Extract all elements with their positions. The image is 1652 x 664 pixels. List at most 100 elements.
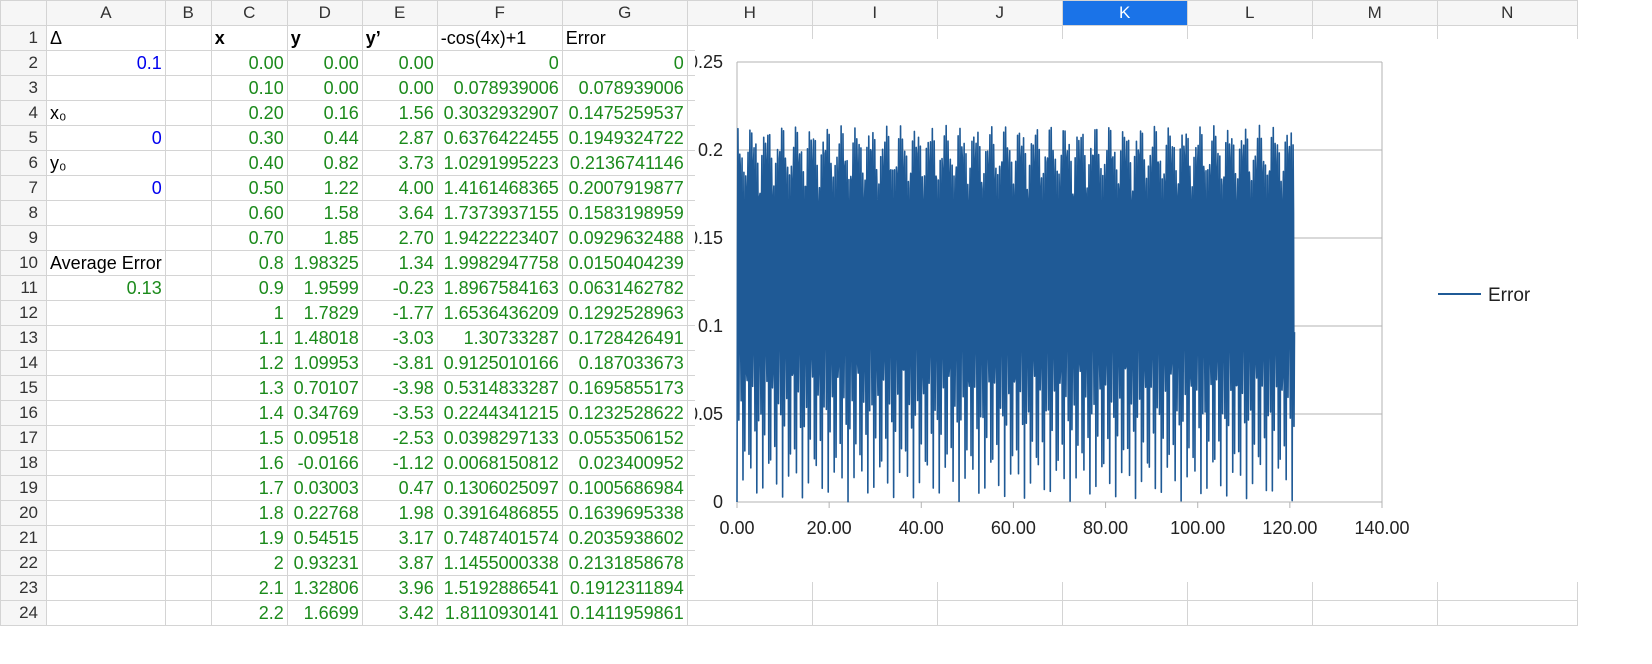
cell-d24[interactable]: 1.6699 (287, 601, 362, 626)
cell-b1[interactable] (165, 26, 211, 51)
cell-a5[interactable]: 0 (47, 126, 166, 151)
cell-c10[interactable]: 0.8 (211, 251, 287, 276)
row-header[interactable]: 1 (1, 26, 47, 51)
cell-b17[interactable] (165, 426, 211, 451)
cell-e12[interactable]: -1.77 (362, 301, 437, 326)
row-header[interactable]: 15 (1, 376, 47, 401)
cell-d14[interactable]: 1.09953 (287, 351, 362, 376)
row-header[interactable]: 19 (1, 476, 47, 501)
cell-e13[interactable]: -3.03 (362, 326, 437, 351)
cell-e14[interactable]: -3.81 (362, 351, 437, 376)
cell-f17[interactable]: 0.0398297133 (437, 426, 562, 451)
cell-f14[interactable]: 0.9125010166 (437, 351, 562, 376)
cell-f9[interactable]: 1.9422223407 (437, 226, 562, 251)
cell-a15[interactable] (47, 376, 166, 401)
cell-f3[interactable]: 0.078939006 (437, 76, 562, 101)
row-header[interactable]: 22 (1, 551, 47, 576)
cell-c17[interactable]: 1.5 (211, 426, 287, 451)
cell-a13[interactable] (47, 326, 166, 351)
cell-a12[interactable] (47, 301, 166, 326)
cell-g10[interactable]: 0.0150404239 (562, 251, 687, 276)
cell-f2[interactable]: 0 (437, 51, 562, 76)
cell-d22[interactable]: 0.93231 (287, 551, 362, 576)
cell-b15[interactable] (165, 376, 211, 401)
column-header-n[interactable]: N (1437, 1, 1577, 26)
cell-g4[interactable]: 0.1475259537 (562, 101, 687, 126)
row-header[interactable]: 23 (1, 576, 47, 601)
column-header-a[interactable]: A (47, 1, 166, 26)
cell-b10[interactable] (165, 251, 211, 276)
cell-g12[interactable]: 0.1292528963 (562, 301, 687, 326)
column-header-k[interactable]: K (1062, 1, 1187, 26)
cell-c8[interactable]: 0.60 (211, 201, 287, 226)
cell-e4[interactable]: 1.56 (362, 101, 437, 126)
cell-g3[interactable]: 0.078939006 (562, 76, 687, 101)
cell-e11[interactable]: -0.23 (362, 276, 437, 301)
cell-c14[interactable]: 1.2 (211, 351, 287, 376)
cell-e8[interactable]: 3.64 (362, 201, 437, 226)
cell-f8[interactable]: 1.7373937155 (437, 201, 562, 226)
cell-d10[interactable]: 1.98325 (287, 251, 362, 276)
cell-c7[interactable]: 0.50 (211, 176, 287, 201)
cell-d3[interactable]: 0.00 (287, 76, 362, 101)
cell-f16[interactable]: 0.2244341215 (437, 401, 562, 426)
cell-d21[interactable]: 0.54515 (287, 526, 362, 551)
cell-g13[interactable]: 0.1728426491 (562, 326, 687, 351)
row-header[interactable]: 2 (1, 51, 47, 76)
cell-g1[interactable]: Error (562, 26, 687, 51)
row-header[interactable]: 16 (1, 401, 47, 426)
cell-f4[interactable]: 0.3032932907 (437, 101, 562, 126)
cell-d18[interactable]: -0.0166 (287, 451, 362, 476)
cell-g6[interactable]: 0.2136741146 (562, 151, 687, 176)
cell-f15[interactable]: 0.5314833287 (437, 376, 562, 401)
cell-a19[interactable] (47, 476, 166, 501)
cell-f6[interactable]: 1.0291995223 (437, 151, 562, 176)
cell-e24[interactable]: 3.42 (362, 601, 437, 626)
cell-n24[interactable] (1437, 601, 1577, 626)
cell-g9[interactable]: 0.0929632488 (562, 226, 687, 251)
cell-g23[interactable]: 0.1912311894 (562, 576, 687, 601)
cell-a3[interactable] (47, 76, 166, 101)
cell-b7[interactable] (165, 176, 211, 201)
cell-a8[interactable] (47, 201, 166, 226)
cell-a7[interactable]: 0 (47, 176, 166, 201)
cell-b16[interactable] (165, 401, 211, 426)
cell-e2[interactable]: 0.00 (362, 51, 437, 76)
cell-c12[interactable]: 1 (211, 301, 287, 326)
cell-f10[interactable]: 1.9982947758 (437, 251, 562, 276)
cell-g5[interactable]: 0.1949324722 (562, 126, 687, 151)
cell-c19[interactable]: 1.7 (211, 476, 287, 501)
cell-c20[interactable]: 1.8 (211, 501, 287, 526)
cell-a6[interactable]: y₀ (47, 151, 166, 176)
error-chart[interactable]: 0 0.05 0.1 0.15 0.2 0.25 0.00 20.00 40.00 60.00 80… (695, 39, 1623, 582)
cell-f11[interactable]: 1.8967584163 (437, 276, 562, 301)
cell-b23[interactable] (165, 576, 211, 601)
row-header[interactable]: 14 (1, 351, 47, 376)
cell-b19[interactable] (165, 476, 211, 501)
error-series-line[interactable] (737, 125, 1294, 502)
row-header[interactable]: 18 (1, 451, 47, 476)
cell-c24[interactable]: 2.2 (211, 601, 287, 626)
cell-e23[interactable]: 3.96 (362, 576, 437, 601)
cell-f22[interactable]: 1.1455000338 (437, 551, 562, 576)
cell-d15[interactable]: 0.70107 (287, 376, 362, 401)
cell-c3[interactable]: 0.10 (211, 76, 287, 101)
cell-g18[interactable]: 0.023400952 (562, 451, 687, 476)
cell-g8[interactable]: 0.1583198959 (562, 201, 687, 226)
row-header[interactable]: 12 (1, 301, 47, 326)
cell-a10[interactable]: Average Error (47, 251, 166, 276)
cell-b11[interactable] (165, 276, 211, 301)
cell-e15[interactable]: -3.98 (362, 376, 437, 401)
cell-b14[interactable] (165, 351, 211, 376)
column-header-j[interactable]: J (937, 1, 1062, 26)
cell-c21[interactable]: 1.9 (211, 526, 287, 551)
row-header[interactable]: 17 (1, 426, 47, 451)
cell-c18[interactable]: 1.6 (211, 451, 287, 476)
cell-e19[interactable]: 0.47 (362, 476, 437, 501)
cell-d23[interactable]: 1.32806 (287, 576, 362, 601)
row-header[interactable]: 7 (1, 176, 47, 201)
cell-d16[interactable]: 0.34769 (287, 401, 362, 426)
cell-b4[interactable] (165, 101, 211, 126)
select-all-corner[interactable] (1, 1, 47, 26)
column-header-d[interactable]: D (287, 1, 362, 26)
